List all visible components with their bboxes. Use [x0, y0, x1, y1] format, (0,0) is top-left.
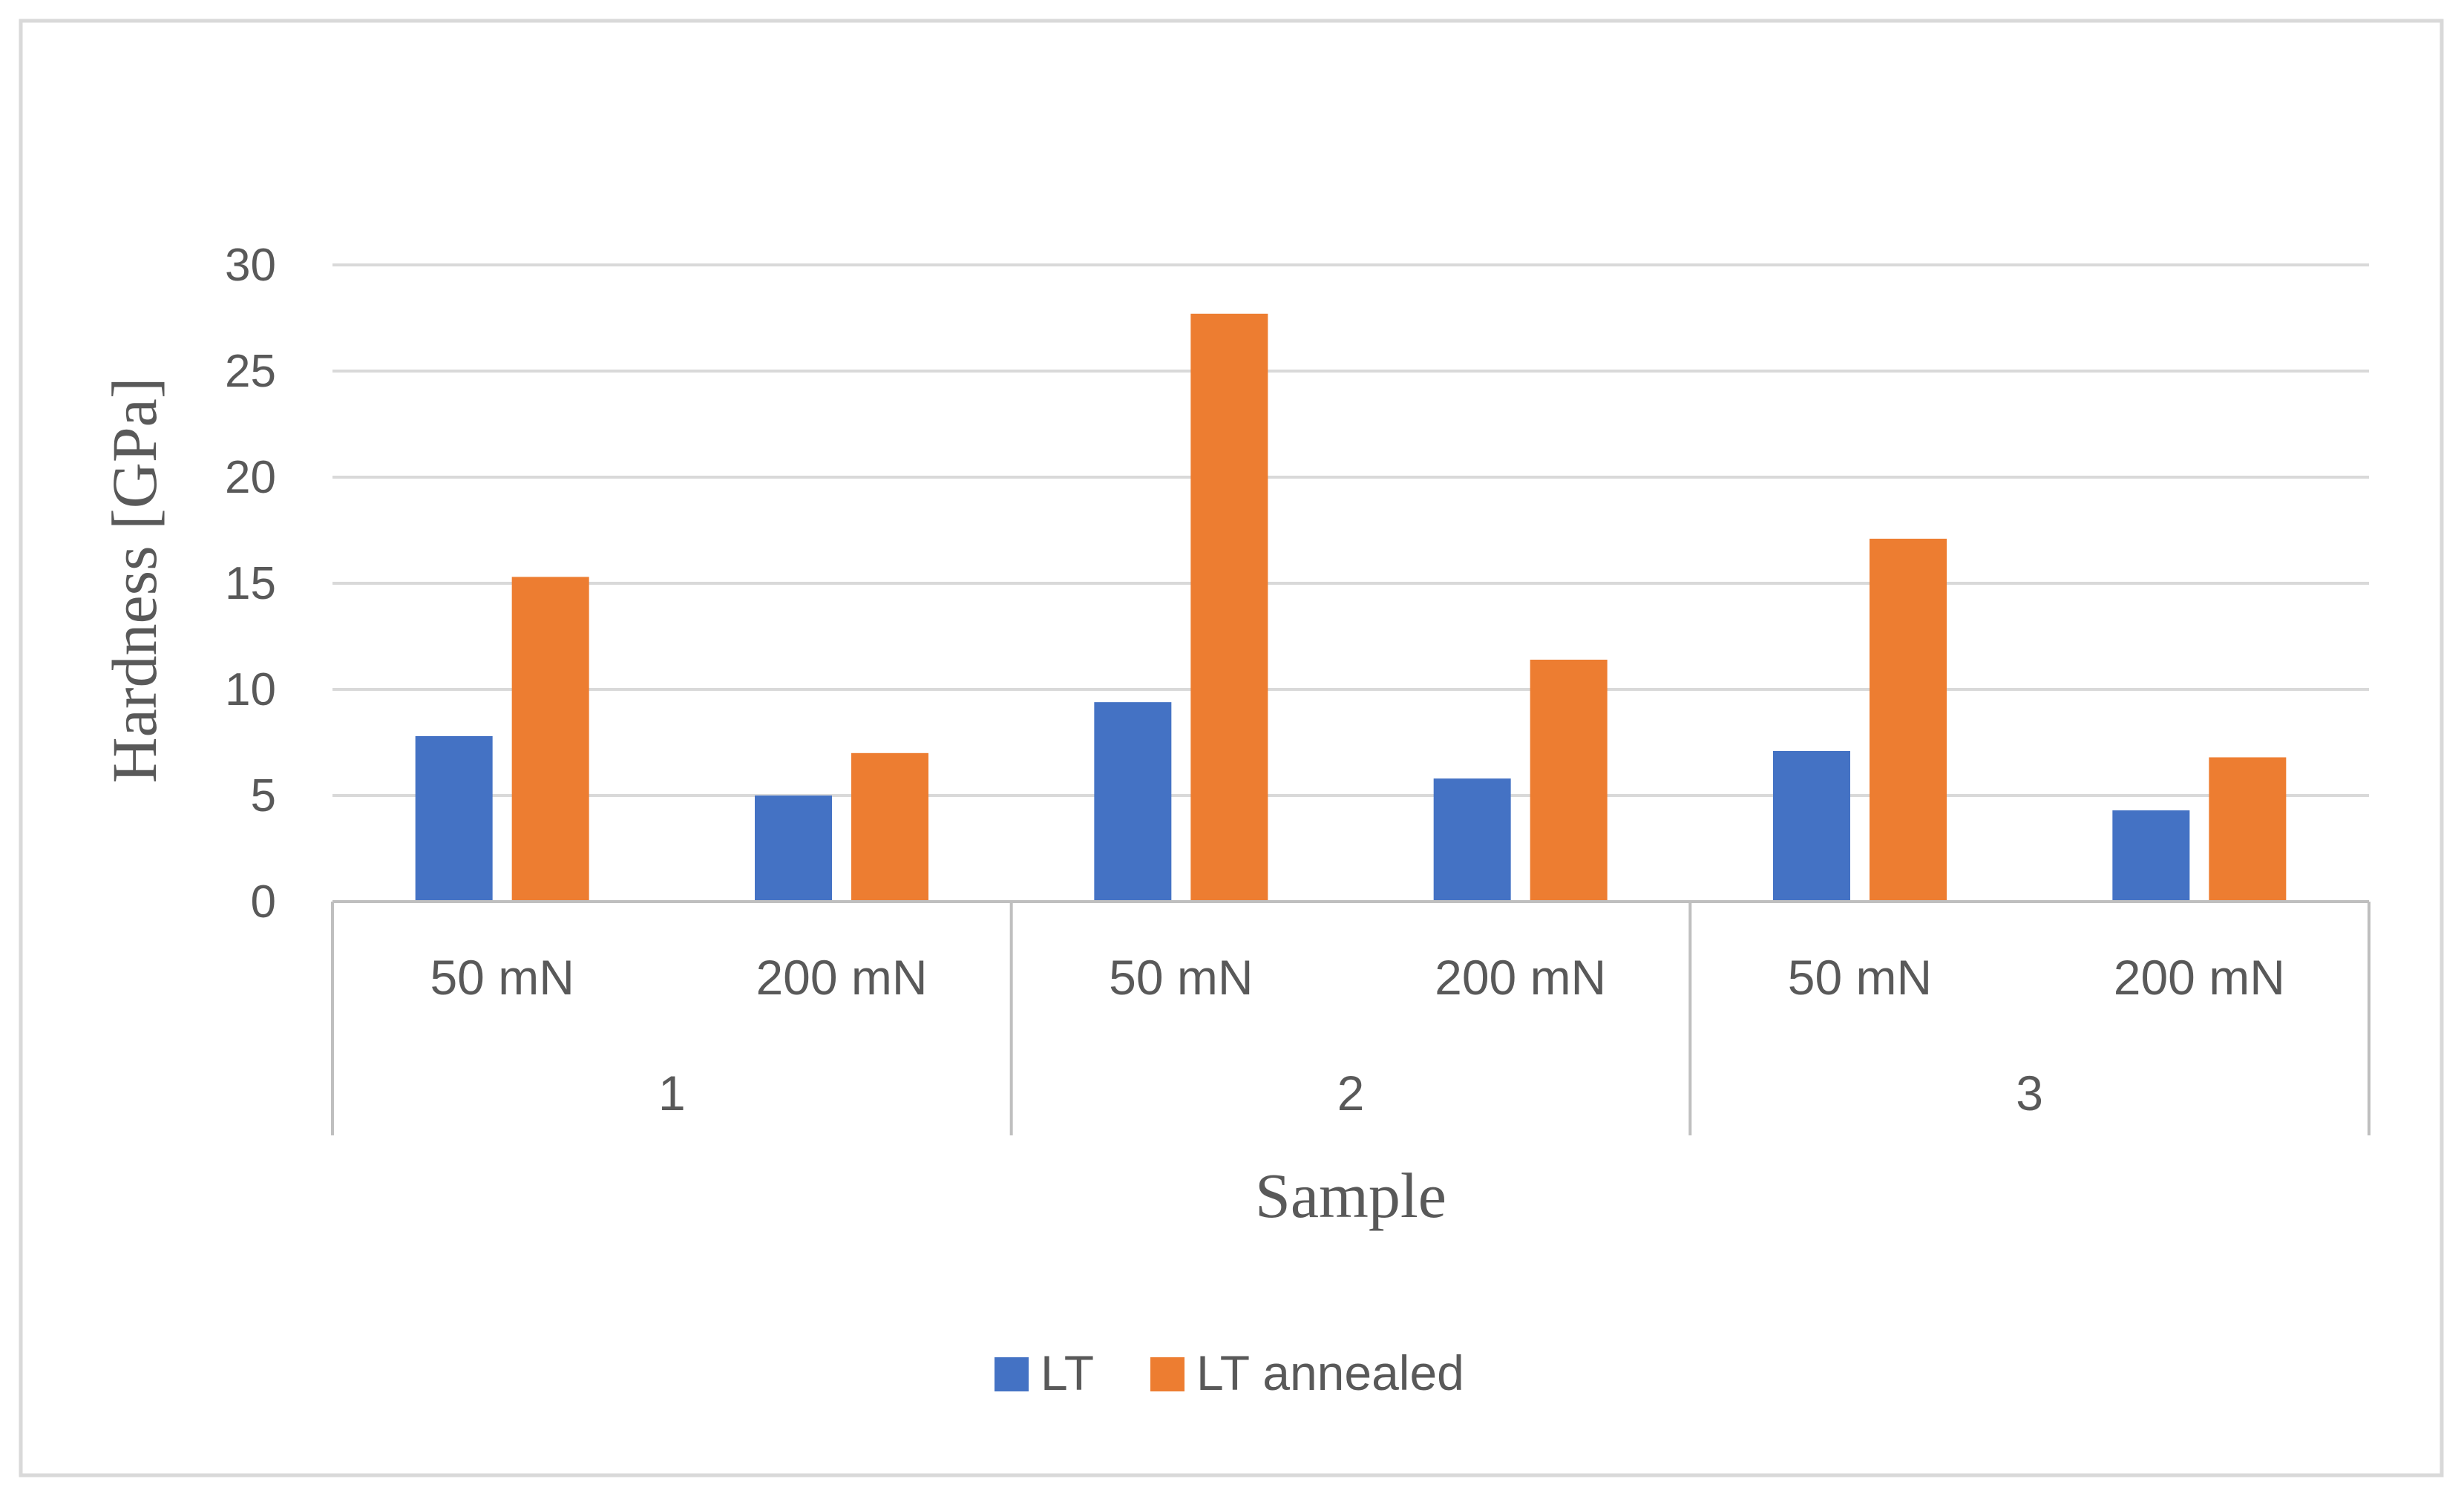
y-tick-label: 30	[225, 240, 276, 291]
legend: LT LT annealed	[995, 1345, 1464, 1400]
legend-label: LT	[1041, 1345, 1094, 1400]
bar-lt	[1094, 702, 1172, 902]
y-tick-label: 15	[225, 558, 276, 609]
x-group-label: 2	[1337, 1066, 1365, 1121]
x-group-label: 3	[2016, 1066, 2043, 1121]
y-tick-label: 0	[251, 876, 276, 928]
bar-lt	[755, 796, 832, 902]
x-category-label: 50 mN	[430, 950, 574, 1005]
bar-lt	[415, 735, 493, 902]
y-axis-title: Hardness [GPa]	[99, 378, 170, 784]
x-category-label: 200 mN	[2114, 950, 2285, 1005]
bar-lt-annealed	[1190, 313, 1268, 902]
legend-label: LT annealed	[1196, 1345, 1464, 1400]
x-group-label: 1	[658, 1066, 686, 1121]
y-tick-label: 25	[225, 346, 276, 397]
bars	[415, 313, 2287, 902]
y-tick-label: 10	[225, 664, 276, 715]
x-category-label: 200 mN	[1435, 950, 1606, 1005]
y-tick-label: 20	[225, 452, 276, 503]
bar-lt-annealed	[851, 752, 928, 902]
legend-swatch	[995, 1357, 1029, 1391]
legend-swatch	[1150, 1357, 1185, 1391]
y-axis-ticks: 0 5 10 15 20 25 30	[225, 240, 276, 928]
x-category-label: 50 mN	[1109, 950, 1253, 1005]
bar-lt	[1433, 778, 1511, 902]
bar-lt-annealed	[1530, 659, 1608, 902]
bar-lt-annealed	[511, 577, 589, 902]
y-tick-label: 5	[251, 770, 276, 821]
x-category-label: 50 mN	[1788, 950, 1932, 1005]
x-category-label: 200 mN	[756, 950, 927, 1005]
bar-lt-annealed	[1870, 538, 1947, 902]
x-axis-title: Sample	[1255, 1160, 1446, 1231]
bar-lt	[2112, 810, 2190, 902]
x-axis: 50 mN 200 mN 50 mN 200 mN 50 mN 200 mN 1 2 3	[331, 900, 2370, 1135]
bar-lt	[1773, 750, 1850, 902]
gridlines	[332, 263, 2369, 797]
bar-lt-annealed	[2209, 757, 2287, 902]
